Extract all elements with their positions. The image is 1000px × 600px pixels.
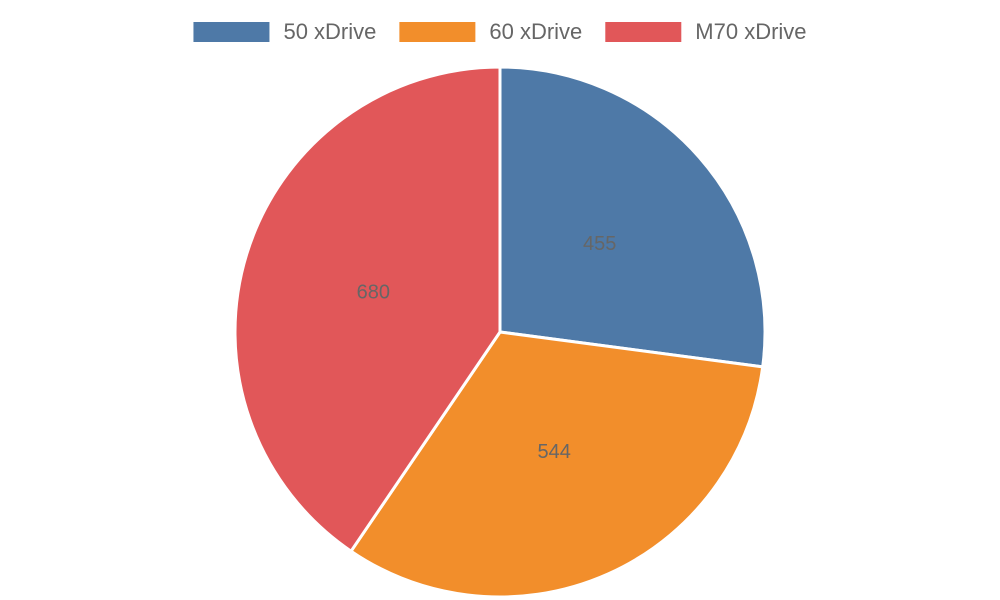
pie [233, 65, 767, 599]
pie-slice [498, 65, 767, 369]
legend-swatch [399, 22, 476, 42]
legend-label: M70 xDrive [695, 19, 806, 44]
value-labels: 455 544 680 [357, 233, 617, 463]
value-label: 455 [583, 233, 616, 255]
value-label: 680 [357, 281, 390, 303]
legend-swatch [605, 22, 682, 42]
legend-label: 50 xDrive [283, 19, 376, 44]
pie-slice [233, 65, 502, 554]
legend-label: 60 xDrive [489, 19, 582, 44]
pie-slice [348, 330, 765, 599]
value-label: 544 [537, 441, 570, 463]
legend-swatch [193, 22, 270, 42]
legend: 50 xDrive 60 xDrive M70 xDrive [193, 19, 807, 44]
